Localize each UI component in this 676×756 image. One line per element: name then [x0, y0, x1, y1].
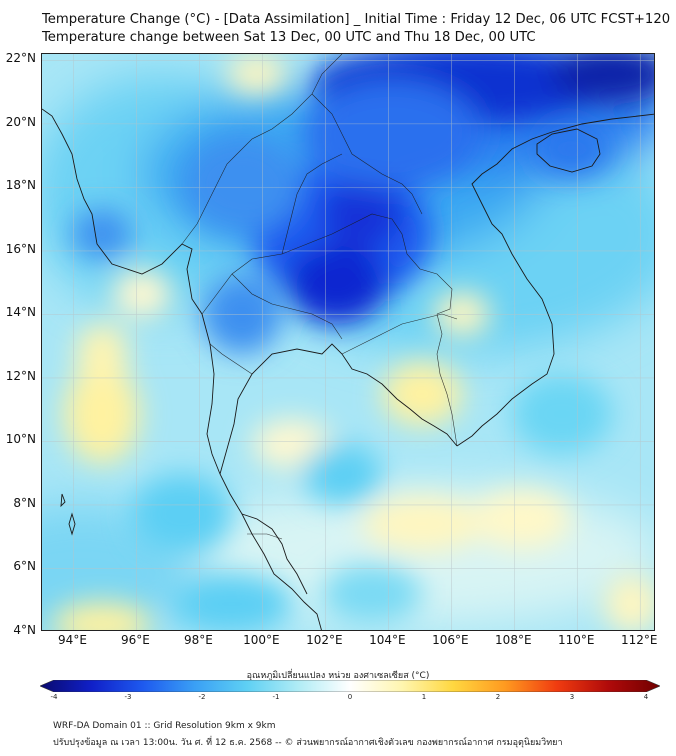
lat-tick-label: 8°N [13, 495, 36, 510]
lat-tick-label: 14°N [5, 305, 36, 320]
colorbar-gradient [40, 680, 660, 692]
lat-tick-label: 4°N [13, 623, 36, 637]
colorbar-tick-label: 0 [347, 693, 353, 701]
colorbar-tick-label: 3 [569, 693, 575, 701]
colorbar-tick-label: -3 [124, 693, 132, 701]
lat-tick-label: 6°N [13, 559, 36, 574]
map-title-line2: Temperature change between Sat 13 Dec, 0… [42, 30, 536, 45]
map-title-line1: Temperature Change (°C) - [Data Assimila… [42, 12, 671, 27]
colorbar-tick-label: 2 [495, 693, 501, 701]
colorbar-tick-label: 1 [421, 693, 427, 701]
map-canvas [42, 54, 654, 630]
footer-model-info: WRF-DA Domain 01 :: Grid Resolution 9km … [53, 721, 276, 731]
map-gridlines [42, 54, 654, 630]
lon-tick-label: 104°E [369, 633, 406, 647]
lat-tick-label: 18°N [5, 178, 36, 193]
temperature-change-map [41, 53, 655, 631]
lat-tick-label: 16°N [5, 241, 36, 256]
lon-tick-label: 102°E [306, 633, 343, 647]
temperature-field-detail [52, 54, 654, 630]
lon-tick-label: 110°E [558, 633, 595, 647]
lat-tick-label: 20°N [5, 114, 36, 129]
lon-tick-label: 94°E [58, 633, 87, 647]
colorbar-tick-label: 4 [643, 693, 649, 701]
country-borders [181, 54, 458, 540]
lat-tick-label: 12°N [5, 368, 36, 383]
colorbar-tick-label: -4 [50, 693, 58, 701]
colorbar-title: อุณหภูมิเปลี่ยนแปลง หน่วย องศาเซลเซียส (… [246, 671, 430, 681]
lon-tick-label: 98°E [183, 633, 213, 647]
lon-tick-label: 106°E [432, 633, 469, 647]
colorbar [40, 680, 660, 692]
colorbar-tick-label: -1 [272, 693, 280, 701]
lon-tick-label: 112°E [621, 633, 658, 647]
footer-update-info: ปรับปรุงข้อมูล ณ เวลา 13:00น. วัน ศ. ที่… [53, 738, 563, 748]
lat-tick-label: 22°N [5, 51, 36, 66]
lon-tick-label: 108°E [495, 633, 532, 647]
lon-tick-label: 100°E [243, 633, 280, 647]
lat-tick-label: 10°N [5, 432, 36, 447]
colorbar-tick-label: -2 [198, 693, 206, 701]
lon-tick-label: 96°E [121, 633, 150, 647]
